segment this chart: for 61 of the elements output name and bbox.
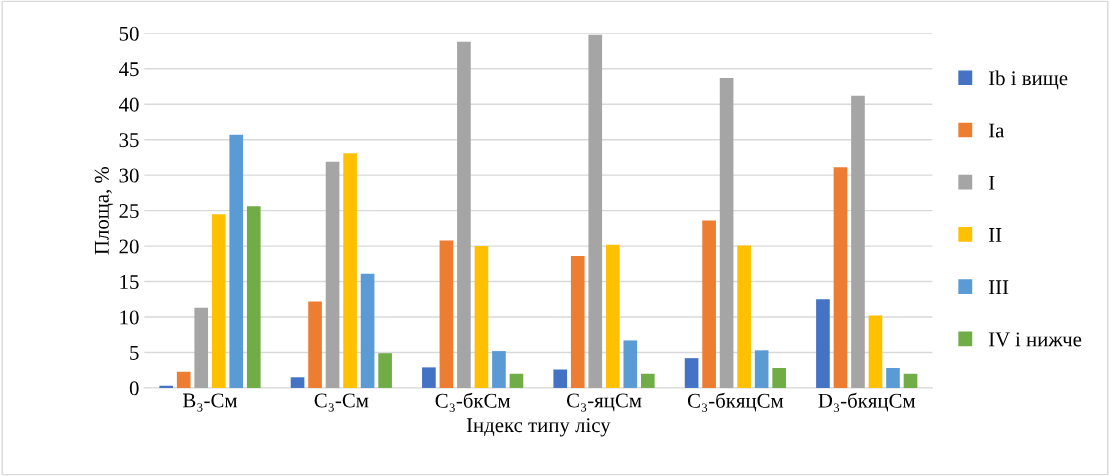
bar bbox=[772, 368, 786, 388]
bar bbox=[605, 244, 620, 388]
bar bbox=[176, 371, 191, 388]
bar bbox=[378, 353, 392, 388]
bar bbox=[737, 245, 751, 388]
bar bbox=[474, 246, 489, 388]
legend-label: II bbox=[988, 228, 1002, 242]
bar bbox=[570, 256, 585, 388]
bar bbox=[325, 161, 340, 388]
bar bbox=[702, 220, 716, 388]
bar bbox=[903, 373, 918, 388]
bar bbox=[159, 385, 174, 388]
y-tick-label: 35 bbox=[119, 133, 139, 148]
y-tick-label: 25 bbox=[119, 204, 139, 219]
y-tick-label: 15 bbox=[120, 275, 139, 289]
x-tick-label: С₃-См bbox=[314, 393, 369, 412]
x-axis-title: Індекс типу лісу bbox=[466, 418, 611, 437]
bar bbox=[439, 240, 454, 388]
bar bbox=[229, 134, 244, 388]
bar bbox=[886, 368, 900, 388]
bar bbox=[588, 34, 603, 388]
legend-label: I bbox=[988, 175, 995, 190]
bar bbox=[343, 153, 357, 388]
bar bbox=[422, 367, 436, 388]
y-tick-label: 30 bbox=[119, 168, 139, 183]
legend-label: Ib і вище bbox=[988, 70, 1068, 90]
bar bbox=[457, 41, 471, 388]
y-tick-label: 5 bbox=[130, 346, 139, 360]
x-tick-label: В₃-См bbox=[182, 393, 238, 412]
legend-label: IV і нижче bbox=[988, 332, 1082, 347]
bar bbox=[719, 78, 734, 388]
x-tick-label: С₃-бкСм bbox=[435, 392, 511, 412]
y-tick-label: 20 bbox=[119, 239, 139, 254]
bar bbox=[360, 273, 375, 388]
x-tick-label: D₃-бкяцСм bbox=[818, 392, 916, 412]
bar bbox=[833, 167, 848, 388]
bar bbox=[553, 369, 568, 388]
bar bbox=[754, 350, 769, 388]
bar bbox=[851, 95, 865, 388]
bar bbox=[290, 377, 305, 388]
bar bbox=[509, 373, 524, 388]
legend-label: Ia bbox=[988, 123, 1005, 138]
legend-label: III bbox=[988, 280, 1009, 294]
bar bbox=[246, 206, 261, 388]
y-tick-label: 0 bbox=[129, 381, 139, 396]
y-axis-title: Площа, % bbox=[94, 166, 113, 255]
bar bbox=[211, 214, 226, 388]
y-tick-label: 10 bbox=[120, 310, 139, 325]
bar bbox=[623, 340, 638, 388]
y-tick-label: 40 bbox=[119, 97, 139, 112]
y-tick-label: 45 bbox=[119, 62, 139, 77]
bar bbox=[194, 307, 209, 388]
x-tick-label: С₃-бкяцСм bbox=[687, 392, 784, 412]
bar bbox=[684, 358, 699, 388]
bar bbox=[640, 373, 655, 388]
bar bbox=[492, 351, 506, 388]
bar bbox=[868, 315, 883, 388]
x-tick-label: С₃-яцСм bbox=[566, 393, 642, 412]
bar bbox=[308, 301, 322, 388]
y-tick-label: 50 bbox=[119, 26, 139, 41]
bar bbox=[816, 299, 830, 388]
